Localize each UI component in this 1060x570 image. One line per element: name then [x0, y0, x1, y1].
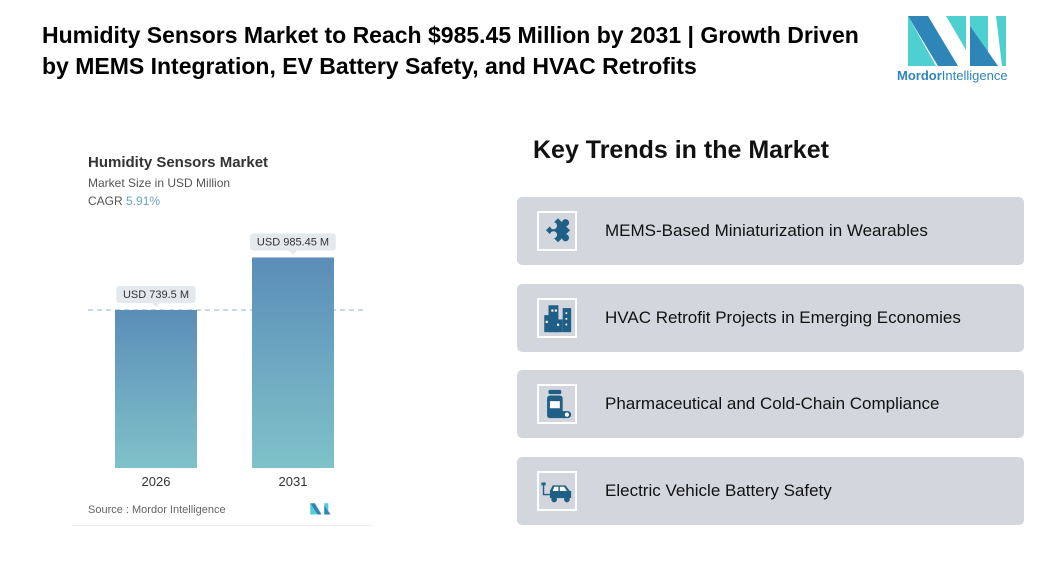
trend-item: MEMS-Based Miniaturization in Wearables — [517, 197, 1024, 265]
chart-card: USD 739.5 M 2026 USD 985.45 M 2031 Humidity… — [72, 140, 372, 526]
trend-label: HVAC Retrofit Projects in Emerging Econo… — [605, 308, 961, 327]
data-label-pointer — [289, 250, 297, 255]
trend-item: HVAC Retrofit Projects in Emerging Econo… — [517, 284, 1024, 352]
trend-item: Pharmaceutical and Cold-Chain Compliance — [517, 370, 1024, 438]
cagr-value: 5.91% — [126, 194, 161, 208]
pill-bottle-icon — [547, 389, 572, 419]
trend-label: MEMS-Based Miniaturization in Wearables — [605, 221, 928, 240]
electric-car-icon — [541, 482, 572, 503]
chart-title: Humidity Sensors Market — [88, 154, 269, 171]
buildings-icon — [544, 305, 572, 333]
trend-label: Pharmaceutical and Cold-Chain Compliance — [605, 394, 940, 413]
chart-subtitle: Market Size in USD Million — [88, 176, 231, 190]
chart-source: Source : Mordor Intelligence — [88, 504, 226, 516]
data-label: USD 985.45 M — [257, 236, 329, 248]
page-title: Humidity Sensors Market to Reach $985.45… — [42, 22, 859, 79]
puzzle-icon — [545, 218, 571, 243]
bar-2026 — [115, 310, 197, 468]
bar-2031 — [252, 257, 334, 468]
trends-heading: Key Trends in the Market — [533, 136, 829, 164]
mordor-logo-icon — [908, 16, 1006, 66]
logo-text: MordorIntelligence — [897, 68, 1008, 83]
cagr: CAGR 5.91% — [88, 194, 160, 208]
bar-chart: USD 739.5 M 2026 USD 985.45 M 2031 — [88, 233, 364, 489]
mini-logo-icon — [310, 503, 331, 515]
x-tick-label: 2026 — [142, 474, 171, 489]
trend-item: Electric Vehicle Battery Safety — [517, 457, 1024, 525]
trend-label: Electric Vehicle Battery Safety — [605, 481, 832, 500]
data-label: USD 739.5 M — [123, 289, 189, 301]
data-label-bg — [116, 286, 196, 303]
x-tick-label: 2031 — [279, 474, 308, 489]
data-label-bg — [250, 233, 336, 251]
data-label-pointer — [152, 303, 160, 307]
cagr-label: CAGR — [88, 194, 123, 208]
